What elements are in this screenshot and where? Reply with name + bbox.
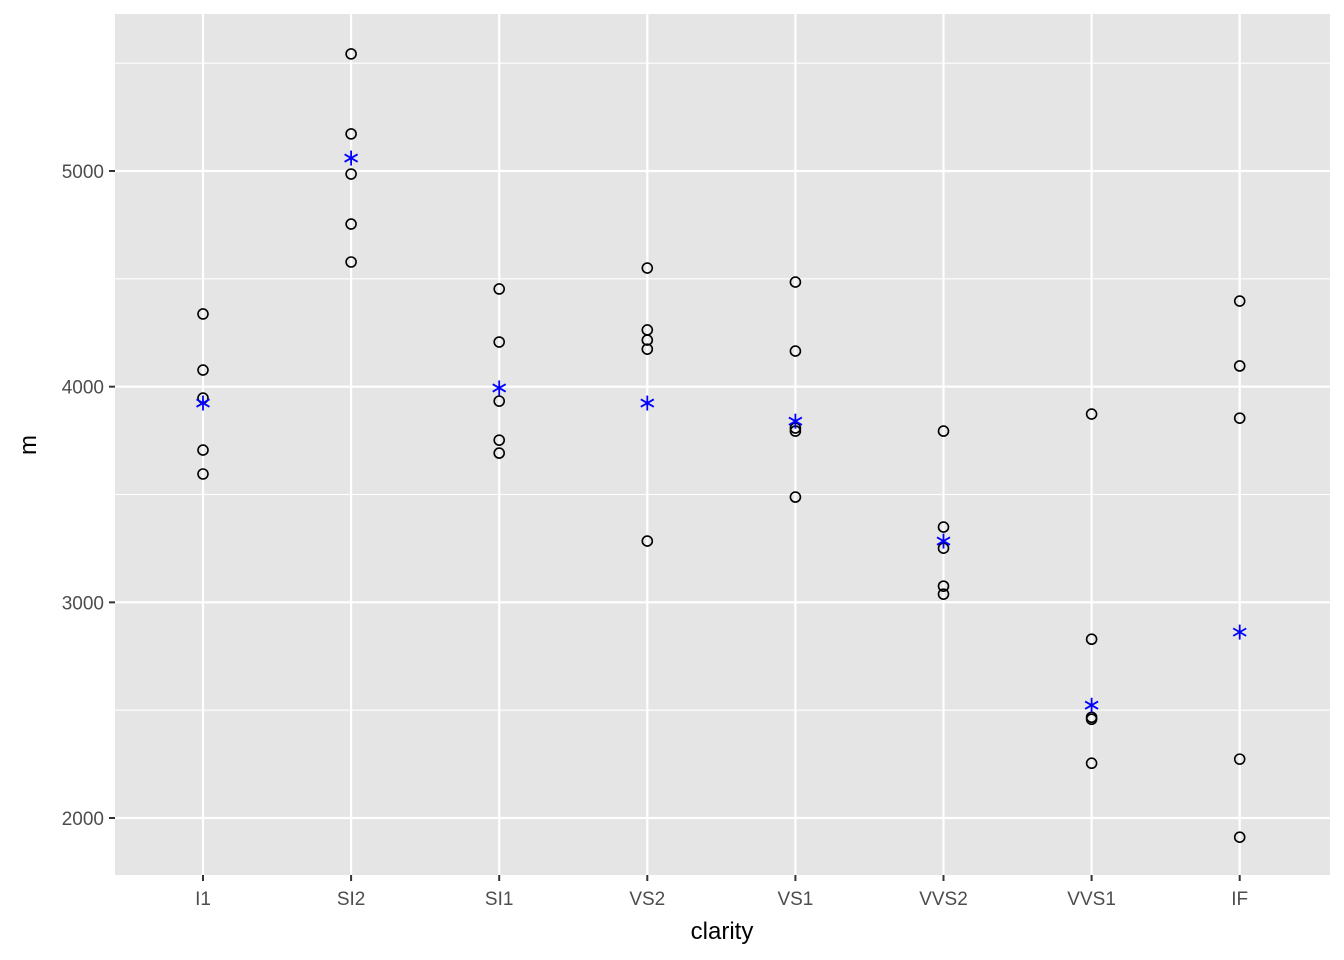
y-axis: 2000 3000 4000 5000 [62, 162, 115, 830]
mean-asterisk-icon [640, 395, 655, 411]
data-point [197, 468, 209, 480]
mean-asterisk-icon [788, 413, 803, 429]
major-gridlines [115, 14, 1330, 875]
x-tick-label: VVS2 [919, 889, 968, 910]
mean-asterisk-icon [492, 380, 507, 396]
data-point [641, 535, 654, 547]
data-point [937, 588, 950, 600]
data-point [1085, 633, 1098, 646]
data-point [789, 345, 802, 357]
data-point [197, 444, 209, 456]
x-tick-label: IF [1231, 889, 1248, 910]
data-point [937, 521, 950, 533]
y-tick-label: 3000 [62, 593, 104, 614]
data-point [641, 343, 654, 355]
data-point [493, 447, 506, 459]
data-point [345, 256, 357, 268]
data-point [345, 48, 357, 60]
data-point [493, 336, 506, 348]
mean-markers [196, 150, 1247, 713]
data-point [937, 580, 950, 592]
data-point [1233, 753, 1246, 765]
y-tick-label: 4000 [62, 378, 104, 399]
data-point [345, 168, 357, 180]
data-point [789, 491, 802, 503]
x-tick-label: SI2 [337, 889, 366, 910]
data-point [1085, 713, 1098, 726]
data-point [345, 128, 357, 140]
data-point [641, 334, 654, 346]
data-point [197, 364, 209, 376]
x-tick-label: VS2 [629, 889, 665, 910]
data-point [1233, 360, 1246, 372]
y-tick-label: 5000 [62, 162, 104, 183]
data-point [493, 434, 506, 446]
data-point [1085, 757, 1098, 770]
data-point [493, 395, 506, 407]
y-axis-title: m [15, 435, 42, 455]
data-point [641, 262, 654, 274]
x-tick-label: I1 [195, 889, 211, 910]
y-tick-label: 2000 [62, 809, 104, 830]
data-point [1233, 295, 1246, 307]
minor-gridlines [115, 62, 1330, 711]
mean-asterisk-icon [1232, 624, 1247, 640]
mean-asterisk-icon [936, 533, 951, 549]
data-point [789, 276, 802, 288]
x-axis-title: clarity [691, 918, 754, 945]
data-point [493, 283, 506, 295]
x-tick-label: SI1 [485, 889, 514, 910]
x-axis: I1 SI2 SI1 VS2 VS1 VVS2 VVS1 IF [195, 875, 1248, 910]
mean-asterisk-icon [196, 395, 210, 411]
mean-asterisk-icon [1084, 697, 1099, 713]
data-point [197, 308, 209, 320]
data-point [1233, 412, 1246, 424]
data-point [937, 425, 950, 437]
data-point [345, 218, 357, 230]
mean-asterisk-icon [344, 150, 359, 166]
data-point [1085, 408, 1098, 420]
x-tick-label: VS1 [777, 889, 813, 910]
x-tick-label: VVS1 [1067, 889, 1116, 910]
data-point [1233, 831, 1246, 843]
observation-points [197, 48, 1246, 843]
plot-panel [115, 14, 1330, 875]
